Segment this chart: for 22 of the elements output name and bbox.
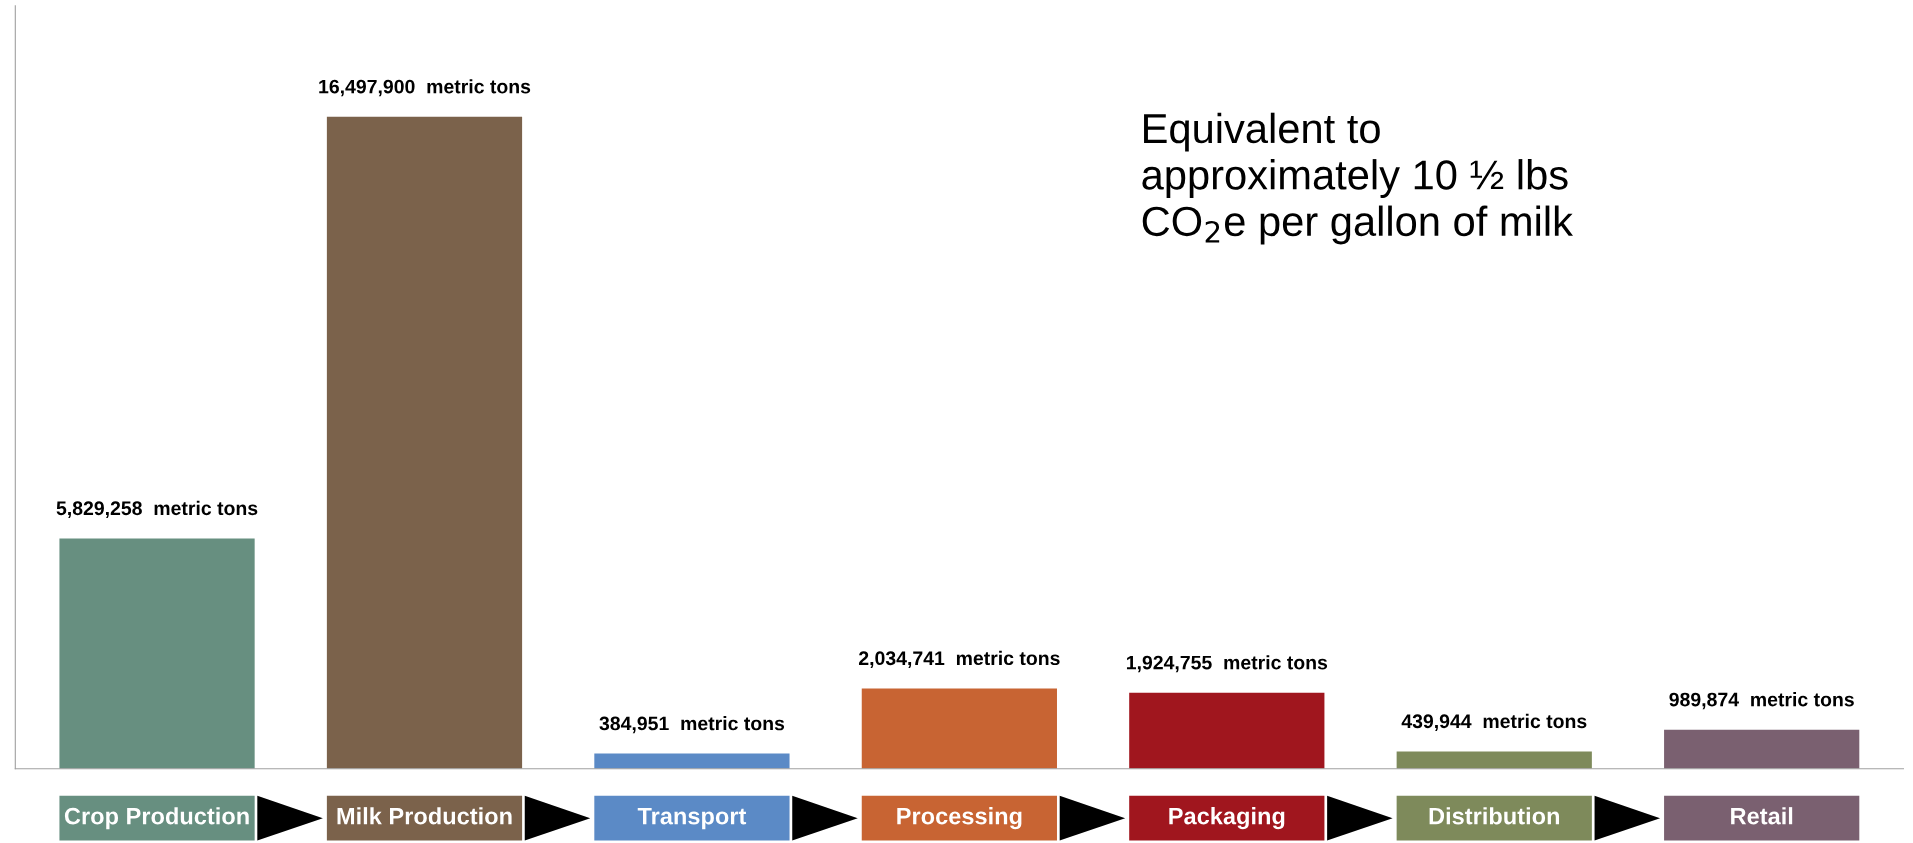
bar [1664,729,1860,769]
annotation: Equivalent to approximately 10 ½ lbs CO$_{2}$e per gallon of milk [1142,112,1573,245]
x-tick-label: Retail [1731,807,1793,825]
x-tick-label: Milk Production [337,807,512,825]
data-label: 384,951 metric tons [599,716,785,734]
x-tick-label: Transport [637,807,747,830]
data-label: 2,034,741 metric tons [858,650,1060,668]
bar [1396,751,1592,769]
data-label: 5,829,258 metric tons [56,500,258,518]
bar [594,753,790,769]
bar [59,538,255,769]
data-label: 16,497,900 metric tons [319,79,531,97]
data-label: 1,924,755 metric tons [1126,655,1328,673]
x-tick-label: Crop Production [64,807,249,830]
data-label: 439,944 metric tons [1401,713,1587,731]
bar [326,116,523,769]
x-tick-label: Packaging [1169,807,1285,830]
bar [861,688,1057,769]
x-tick-label: Distribution [1429,807,1560,825]
x-tick-label: Processing [897,807,1022,830]
data-label: 989,874 metric tons [1669,692,1854,710]
bar [1129,692,1325,769]
